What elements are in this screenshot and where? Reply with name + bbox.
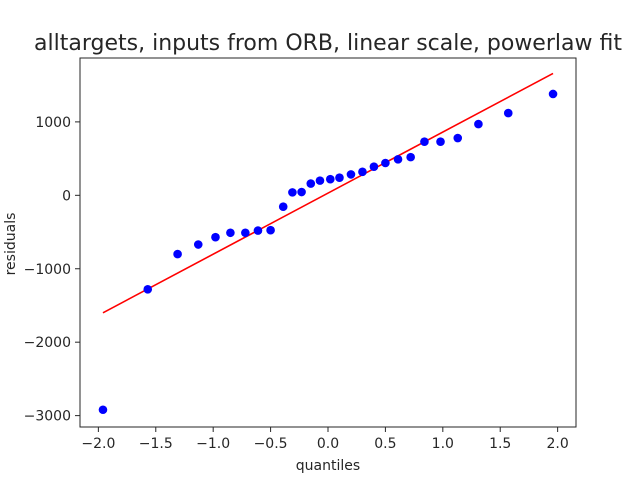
data-point-14 [325, 174, 335, 184]
plot-area [79, 57, 577, 428]
data-point-0 [98, 405, 108, 415]
y-tick-label: −2000 [24, 335, 71, 351]
y-axis: −3000 −2000 −1000 0 1000 [24, 115, 80, 425]
data-point-22 [420, 137, 429, 147]
x-tick-label: −1.0 [196, 436, 230, 452]
data-point-7 [253, 226, 263, 235]
x-tick-label: 1.5 [489, 436, 511, 452]
data-point-20 [393, 155, 403, 164]
y-tick-label: −3000 [24, 409, 71, 425]
data-point-26 [503, 108, 513, 118]
y-tick-label: −1000 [24, 262, 71, 278]
data-point-6 [241, 228, 250, 238]
data-point-27 [548, 89, 558, 99]
data-point-10 [288, 188, 297, 197]
x-tick-label: 0.0 [317, 436, 339, 452]
x-tick-label: −2.0 [81, 436, 115, 452]
data-point-25 [474, 119, 483, 129]
fit-line-layer [102, 72, 554, 314]
data-point-21 [406, 152, 415, 162]
x-tick-label: −0.5 [254, 436, 288, 452]
data-point-23 [436, 137, 445, 147]
data-point-5 [226, 228, 235, 238]
plot-frame [79, 57, 577, 428]
data-point-17 [358, 167, 367, 177]
data-point-15 [335, 173, 344, 182]
x-tick-label: 2.0 [546, 436, 568, 452]
y-tick-label: 1000 [35, 115, 71, 131]
data-point-16 [346, 170, 356, 179]
data-point-13 [315, 176, 325, 185]
chart-title: alltargets, inputs from ORB, linear scal… [34, 31, 622, 56]
data-point-11 [297, 187, 306, 197]
data-point-1 [143, 285, 153, 294]
points-layer [98, 89, 558, 415]
x-axis: −2.0 −1.5 −1.0 −0.5 0.0 0.5 1.0 1.5 2.0 [81, 427, 569, 452]
x-tick-label: 1.0 [432, 436, 454, 452]
data-point-12 [306, 179, 316, 188]
x-axis-label: quantiles [296, 458, 360, 474]
data-point-2 [173, 249, 182, 259]
fit-line [102, 72, 554, 314]
data-point-24 [453, 133, 463, 143]
data-point-18 [369, 162, 379, 171]
data-point-19 [381, 158, 390, 168]
y-axis-label: residuals [3, 213, 19, 276]
data-point-4 [211, 232, 220, 242]
x-tick-label: 0.5 [374, 436, 396, 452]
y-tick-label: 0 [62, 188, 71, 204]
x-tick-label: −1.5 [139, 436, 173, 452]
data-point-8 [266, 225, 275, 235]
data-point-3 [193, 240, 203, 249]
data-point-9 [278, 202, 288, 212]
